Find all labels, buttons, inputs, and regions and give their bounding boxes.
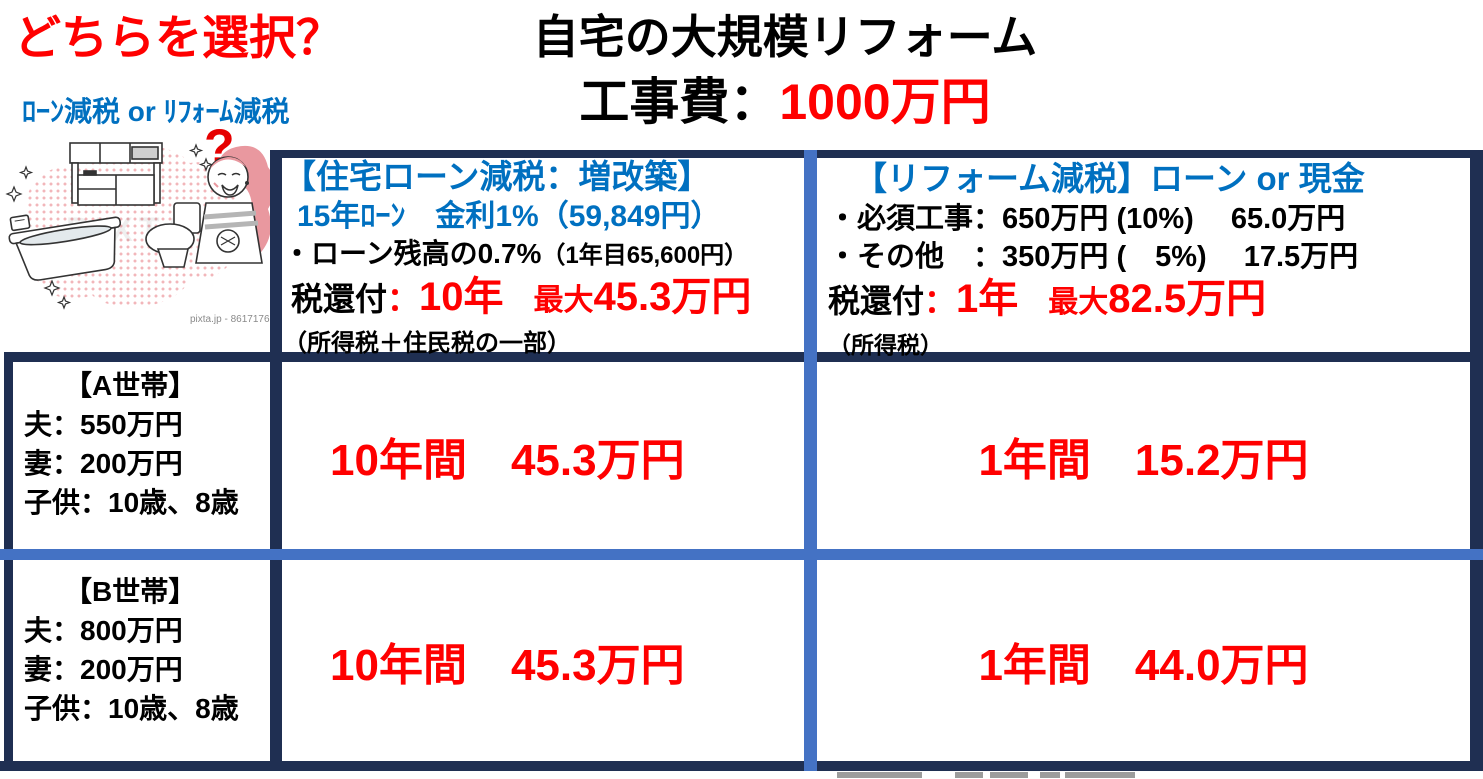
cost-label: 工事費： (579, 74, 780, 130)
loan-refund-max-label: 最大 (503, 284, 594, 317)
reform-other-work: ・その他 ：350万円 ( 5%) 17.5万円 (828, 241, 1359, 273)
loan-detail-note: （1年目65,600円） (541, 242, 749, 269)
main-title: 自宅の大規模リフォーム (532, 11, 1038, 63)
result-a-reform: 1年間 15.2万円 (978, 435, 1309, 485)
table-border-bottom-bar (0, 761, 1483, 771)
household-a-husband: 夫：550万円 (24, 409, 183, 440)
bottom-logo-fragment (1065, 772, 1135, 778)
loan-refund-colon: ： (387, 281, 420, 317)
pixta-watermark-text: pixta.jp - 8617176 (190, 314, 270, 325)
row-divider (0, 549, 1483, 560)
bottom-logo-fragment (837, 772, 922, 778)
woman-icon (195, 146, 272, 264)
loan-refund-line: 税還付：10年 最大45.3万円 (283, 274, 803, 329)
bottom-logo-fragment (990, 772, 1028, 778)
reform-title: 【リフォーム減税】ローン or 現金 (854, 160, 1365, 197)
reform-refund-amount: 82.5万円 (1108, 277, 1267, 321)
column-divider (804, 150, 817, 771)
result-b-reform: 1年間 44.0万円 (978, 640, 1309, 690)
reform-refund-label: 税還付 (828, 283, 925, 319)
table-border-top (270, 150, 1483, 158)
loan-column-header: 【住宅ローン減税：増改築】 15年ﾛｰﾝ 金利1%（59,849円） ・ローン残… (283, 155, 803, 358)
table-border-header-bottom (4, 352, 1483, 362)
cost-value: 1000万円 (779, 74, 991, 130)
bottom-logo-fragment (1040, 772, 1060, 778)
household-b-name: 【B世帯】 (64, 576, 197, 607)
bathtub-icon (8, 214, 122, 281)
loan-detail: ・ローン残高の0.7%（1年目65,600円） (283, 236, 803, 274)
toilet-icon (145, 202, 201, 268)
choice-subtitle: ﾛｰﾝ減税 or ﾘﾌｫｰﾑ減税 (22, 96, 290, 127)
reform-column-header: 【リフォーム減税】ローン or 現金 ・必須工事：650万円 (10%) 65.… (828, 157, 1473, 359)
household-b-wife: 妻：200万円 (24, 654, 183, 685)
reform-refund-max-label: 最大 (1018, 286, 1109, 319)
choice-title: どちらを選択？ (14, 11, 343, 64)
result-a-loan: 10年間 45.3万円 (330, 435, 685, 485)
loan-terms: 15年ﾛｰﾝ 金利1%（59,849円） (297, 200, 721, 233)
household-a-children: 子供：10歳、8歳 (24, 487, 239, 518)
loan-title: 【住宅ローン減税：増改築】 (283, 158, 711, 195)
kitchen-icon (69, 142, 163, 206)
household-a-wife: 妻：200万円 (24, 448, 183, 479)
renovation-illustration: PIXTA (5, 142, 272, 310)
sparkle-icons (5, 143, 214, 310)
loan-refund-amount: 45.3万円 (593, 275, 752, 319)
reform-refund-colon: ： (924, 283, 957, 319)
cost-line: 工事費：1000万円 (455, 70, 1115, 134)
reform-tax-note: （所得税） (828, 332, 943, 358)
bottom-logo-fragment (955, 772, 983, 778)
reform-required-work: ・必須工事：650万円 (10%) 65.0万円 (828, 203, 1346, 235)
loan-tax-note: （所得税＋住民税の一部） (283, 330, 571, 357)
result-b-loan: 10年間 45.3万円 (330, 640, 685, 690)
loan-detail-main: ・ローン残高の0.7% (283, 238, 542, 269)
table-border-right (1470, 150, 1483, 771)
table-border-col1-left (270, 150, 282, 771)
loan-refund-label: 税還付 (291, 281, 388, 317)
household-a-cell: 【A世帯】 夫：550万円 妻：200万円 子供：10歳、8歳 (14, 366, 268, 522)
reform-refund-period: 1年 (956, 277, 1019, 321)
household-b-husband: 夫：800万円 (24, 615, 183, 646)
table-border-left (4, 352, 13, 771)
household-b-children: 子供：10歳、8歳 (24, 693, 239, 724)
household-b-cell: 【B世帯】 夫：800万円 妻：200万円 子供：10歳、8歳 (14, 572, 268, 728)
loan-refund-period: 10年 (419, 275, 504, 319)
reform-refund-line: 税還付：1年 最大82.5万円 (828, 276, 1473, 331)
household-a-name: 【A世帯】 (64, 370, 197, 401)
